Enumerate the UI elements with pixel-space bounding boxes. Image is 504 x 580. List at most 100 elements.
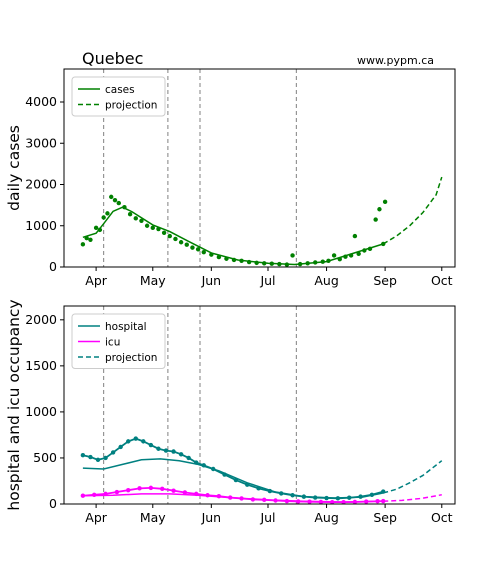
cases-point-28 [224,256,229,261]
cases-point-27 [216,254,222,260]
y-axis-label: daily cases [5,125,23,211]
ytick-label-2000: 2000 [25,177,57,192]
xtick-label-Aug: Aug [314,273,338,288]
xtick-label-Jul: Jul [259,510,275,525]
panel-1: 0 1000 2000 3000 4000 Apr May Jun Jul Aug Sep Oct da… [5,49,456,288]
xtick-label-Aug: Aug [314,510,338,525]
cases-point-52 [377,207,382,212]
ytick-label-0: 0 [49,259,57,274]
xtick-label-Jul: Jul [259,273,275,288]
cases-point-24 [195,247,201,252]
cases-point-26 [209,252,214,257]
icu-data-points [80,485,386,504]
ytick-label-1500: 1500 [25,358,57,373]
cases-point-49 [362,248,367,253]
cases-point-45 [343,254,348,259]
cases-point-15 [144,223,150,228]
cases-point-30 [239,258,244,264]
cases-point-14 [139,218,144,223]
legend: cases projection [71,76,166,117]
cases-point-21 [178,240,184,245]
ytick-label-3000: 3000 [25,135,57,150]
xtick-label-Jun: Jun [201,510,222,525]
xtick-label-Jun: Jun [201,273,222,288]
xtick-label-Apr: Apr [85,273,107,288]
hospital-data-line [82,437,384,500]
ytick-label-500: 500 [33,450,57,465]
source-annotation: www.pypm.ca [357,54,434,67]
cases-point-3 [88,237,93,242]
cases-point-33 [262,261,267,266]
cases-point-29 [231,257,237,263]
cases-point-36 [284,262,290,267]
cases-point-38 [297,261,303,267]
cases-point-34 [269,261,274,266]
cases-point-17 [156,226,161,232]
chart-title: Quebec [82,49,143,68]
xtick-label-Sep: Sep [373,510,397,525]
cases-point-11 [122,204,127,210]
cases-point-40 [313,260,318,265]
icu-data-line [82,486,384,504]
xtick-label-May: May [140,273,166,288]
axes-frame [63,305,456,505]
cases-point-35 [277,261,282,267]
cases-point-2 [84,235,89,241]
cases-point-42 [326,258,331,264]
hospital-data-points [80,436,386,501]
cases-point-43 [331,253,337,258]
cases-point-9 [112,197,118,203]
ytick-label-1000: 1000 [25,404,57,419]
cases-model-line-1 [82,206,384,266]
legend: hospital icu projection [71,313,166,369]
cases-point-25 [201,249,206,255]
cases-point-22 [184,242,189,247]
cases-point-39 [305,261,310,266]
cases-point-12 [127,212,133,217]
plot-area [80,176,443,267]
cases-point-44 [337,256,342,262]
cases-point-48 [356,251,361,256]
projection-projection-line-3 [383,460,443,494]
cases-point-41 [320,259,325,264]
legend-label-cases: cases [105,84,135,96]
cases-point-50 [367,246,373,252]
cases-point-8 [109,194,114,200]
cases-point-18 [161,230,167,235]
legend-label-projection: projection [105,100,157,112]
ytick-label-0: 0 [49,496,57,511]
ytick-label-4000: 4000 [25,94,57,109]
cases-point-23 [190,245,195,250]
cases-point-32 [254,260,259,266]
legend-label-icu: icu [105,337,120,349]
cases-point-53 [381,241,386,247]
cases-point-47 [352,233,358,239]
legend-box [71,313,166,369]
cases-point-31 [246,259,252,265]
cases-point-54 [382,199,388,205]
xtick-label-Oct: Oct [431,510,453,525]
cases-point-51 [373,217,378,222]
cases-point-1 [80,242,86,247]
ytick-label-1000: 1000 [25,218,57,233]
cases-point-16 [150,225,155,231]
xtick-label-Oct: Oct [431,273,453,288]
cases-point-19 [167,233,172,239]
xtick-label-Sep: Sep [373,273,397,288]
xtick-label-May: May [140,510,166,525]
cases-data-points [80,194,388,267]
y-axis-label: hospital and icu occupancy [5,299,23,510]
cases-point-7 [105,211,110,216]
plot-area [80,436,443,504]
legend-label-hospital: hospital [105,321,147,333]
cases-point-4 [93,225,99,231]
cases-point-20 [173,236,178,242]
legend-box [71,76,166,117]
cases-point-10 [116,200,121,206]
ytick-label-2000: 2000 [25,312,57,327]
cases-point-46 [348,253,354,258]
axes-frame [63,68,456,268]
projection-projection-line-6 [383,494,442,502]
legend-label-projection: projection [105,352,157,364]
